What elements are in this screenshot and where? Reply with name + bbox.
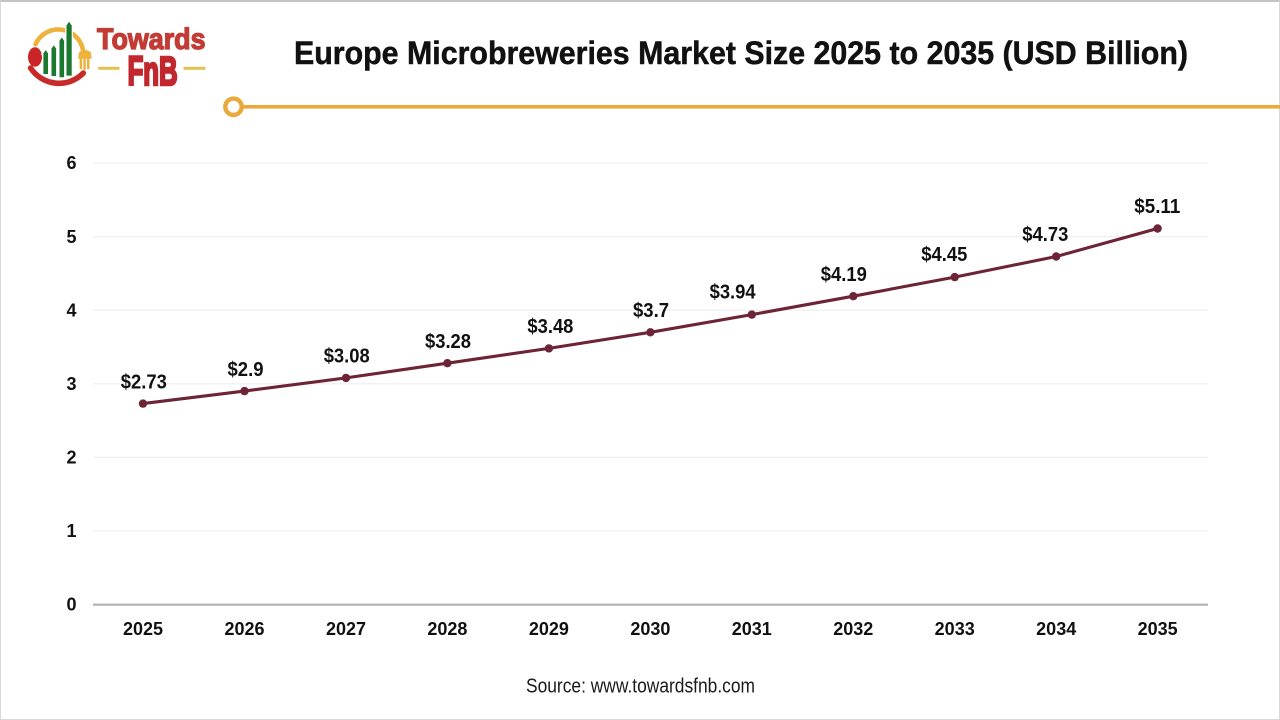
svg-text:$4.19: $4.19: [821, 263, 867, 286]
svg-text:5: 5: [66, 227, 76, 247]
svg-text:Source: www.towardsfnb.com: Source: www.towardsfnb.com: [526, 676, 755, 698]
svg-text:$5.11: $5.11: [1134, 195, 1180, 218]
svg-text:2028: 2028: [427, 619, 467, 639]
svg-text:4: 4: [66, 300, 76, 320]
svg-text:$4.73: $4.73: [1022, 223, 1068, 246]
svg-text:$3.28: $3.28: [425, 330, 471, 353]
svg-text:Europe Microbreweries Market S: Europe Microbreweries Market Size 2025 t…: [294, 35, 1188, 71]
svg-text:2025: 2025: [123, 619, 163, 639]
svg-text:$2.9: $2.9: [228, 358, 264, 381]
svg-text:1: 1: [66, 521, 76, 541]
svg-text:$4.45: $4.45: [921, 243, 967, 266]
svg-text:3: 3: [66, 374, 76, 394]
svg-text:2035: 2035: [1138, 619, 1178, 639]
svg-text:2: 2: [66, 448, 76, 468]
svg-text:6: 6: [66, 153, 76, 173]
svg-text:$3.94: $3.94: [710, 281, 756, 304]
svg-text:Towards: Towards: [97, 23, 206, 56]
svg-text:$3.08: $3.08: [324, 345, 370, 368]
svg-text:$3.48: $3.48: [527, 315, 573, 338]
svg-text:$3.7: $3.7: [633, 299, 669, 322]
svg-text:2033: 2033: [935, 619, 975, 639]
svg-text:2032: 2032: [833, 619, 873, 639]
svg-text:2034: 2034: [1036, 619, 1076, 639]
svg-text:0: 0: [66, 595, 76, 615]
svg-text:2030: 2030: [630, 619, 670, 639]
svg-text:2031: 2031: [732, 619, 772, 639]
svg-text:$2.73: $2.73: [121, 370, 167, 393]
svg-text:FnB: FnB: [128, 48, 178, 94]
svg-text:2026: 2026: [224, 619, 264, 639]
svg-text:2027: 2027: [326, 619, 366, 639]
svg-text:2029: 2029: [529, 619, 569, 639]
